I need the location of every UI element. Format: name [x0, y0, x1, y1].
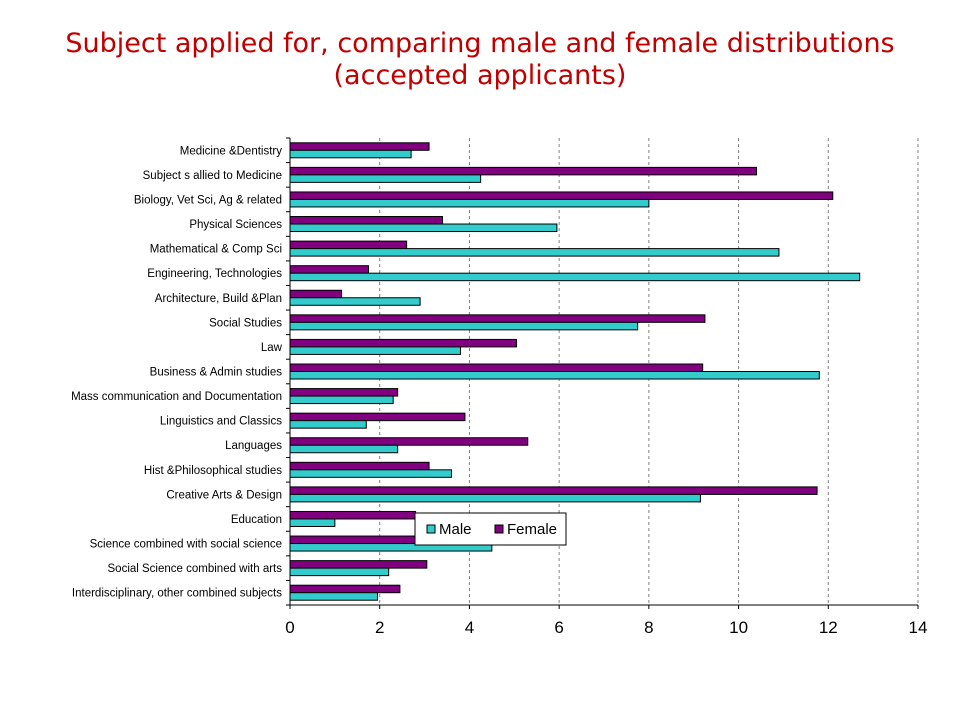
x-tick-label: 12 [819, 618, 838, 637]
bar-male [289, 297, 421, 306]
category-label: Languages [225, 440, 282, 452]
bar-male [289, 272, 861, 282]
bar-female [289, 289, 343, 299]
bar-female [289, 191, 834, 200]
bar-female [289, 142, 430, 151]
bar-female [289, 216, 444, 225]
category-labels: Medicine &Dentistry Subject s allied to M… [71, 145, 283, 599]
bar-male [289, 149, 412, 159]
bar-female [289, 363, 704, 372]
bar-female [289, 510, 417, 520]
category-label: Subject s allied to Medicine [143, 170, 282, 182]
category-label: Medicine &Dentistry [180, 145, 283, 157]
category-label: Architecture, Build &Plan [155, 293, 282, 305]
legend-box [414, 512, 567, 546]
bar-male [289, 223, 558, 233]
bar-male [289, 592, 378, 601]
bar-male [289, 174, 482, 183]
bar-female [289, 388, 399, 397]
category-label: Physical Sciences [189, 219, 282, 231]
title-line-1: Subject applied for, comparing male and … [65, 28, 895, 59]
category-label: Creative Arts & Design [166, 489, 282, 501]
x-tick-label: 2 [375, 618, 384, 637]
bar-female [289, 338, 518, 348]
tick-labels: 0 2 4 6 8 10 12 14 [285, 618, 927, 637]
category-label: Science combined with social science [90, 539, 282, 551]
bar-male [289, 420, 367, 429]
category-label: Biology, Vet Sci, Ag & related [134, 194, 282, 206]
bar-male [289, 518, 336, 527]
bar-male [289, 493, 701, 503]
legend-swatch-male [426, 524, 436, 534]
bar-female [289, 412, 466, 422]
category-label: Hist &Philosophical studies [144, 465, 282, 477]
bar-male [289, 444, 399, 454]
bar-female [289, 166, 758, 176]
legend-label-male: Male [439, 521, 472, 538]
bar-female [289, 265, 369, 274]
category-label: Linguistics and Classics [160, 416, 282, 428]
bar-male [289, 198, 650, 208]
bar-female [289, 461, 430, 471]
title-line-2: (accepted applicants) [333, 60, 627, 91]
bar-male [289, 371, 820, 380]
x-tick-label: 4 [465, 618, 474, 637]
axes [286, 137, 919, 609]
x-tick-label: 10 [729, 618, 748, 637]
legend-label-female: Female [507, 521, 557, 538]
category-label: Social Science combined with arts [108, 563, 283, 575]
bars [289, 142, 861, 601]
legend-swatch-female [494, 524, 504, 534]
category-label: Education [231, 514, 282, 526]
bar-male [289, 346, 461, 355]
bar-male [289, 248, 780, 257]
bar-male [289, 567, 390, 577]
bar-female [289, 560, 428, 569]
category-label: Law [261, 342, 283, 354]
bar-female [289, 240, 408, 250]
category-label: Business & Admin studies [150, 367, 283, 379]
category-label: Mass communication and Documentation [71, 391, 282, 403]
bar-female [289, 486, 818, 495]
bar-male [289, 395, 394, 405]
bar-female [289, 437, 529, 446]
x-tick-label: 6 [554, 618, 563, 637]
category-label: Mathematical & Comp Sci [150, 244, 282, 256]
x-tick-label: 0 [285, 618, 294, 637]
category-label: Social Studies [209, 317, 282, 329]
bar-female [289, 535, 417, 545]
bar-female [289, 314, 706, 323]
category-label: Interdisciplinary, other combined subjec… [72, 588, 282, 600]
bar-male [289, 321, 639, 331]
x-tick-label: 8 [644, 618, 653, 637]
slide-title: Subject applied for, comparing male and … [0, 28, 960, 92]
bar-male [289, 469, 452, 478]
x-tick-label: 14 [909, 618, 928, 637]
legend: Male Female [414, 512, 567, 546]
bar-female [289, 584, 401, 594]
category-label: Engineering, Technologies [147, 268, 282, 280]
